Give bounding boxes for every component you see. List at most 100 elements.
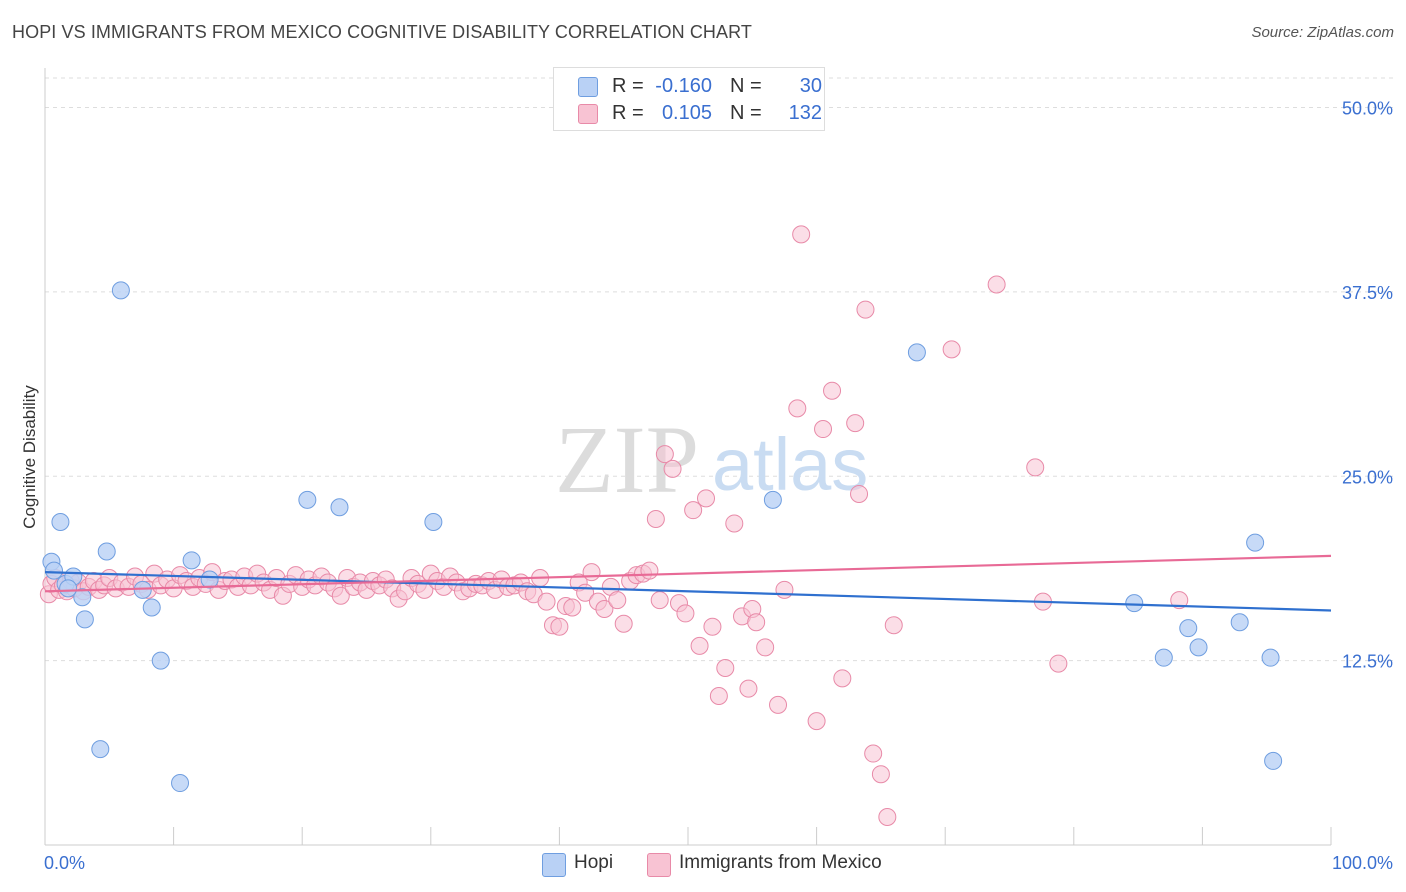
- hopi-point: [424, 512, 443, 531]
- hopi-point: [97, 542, 116, 561]
- mexico-point: [814, 420, 833, 439]
- hopi-r-label: R =: [612, 75, 644, 97]
- hopi-point: [763, 490, 782, 509]
- hopi-point: [330, 498, 349, 517]
- mexico-point: [884, 616, 903, 635]
- mexico-point: [747, 613, 766, 632]
- hopi-point: [1261, 648, 1280, 667]
- hopi-point: [1246, 533, 1265, 552]
- y-tick-label: 37.5%: [1342, 283, 1393, 303]
- hopi-trend-line: [44, 571, 1332, 612]
- hopi-point: [1264, 751, 1283, 770]
- mexico-point: [709, 687, 728, 706]
- mexico-point: [595, 600, 614, 618]
- hopi-point: [73, 588, 92, 607]
- mexico-n-value: 132: [788, 102, 822, 124]
- hopi-point: [1154, 648, 1173, 667]
- mexico-point: [1026, 458, 1045, 477]
- hopi-legend-label: Hopi: [574, 852, 614, 873]
- mexico-legend-label: Immigrants from Mexico: [679, 852, 882, 873]
- watermark-zip: ZIP: [555, 406, 699, 513]
- mexico-point: [716, 659, 735, 677]
- hopi-point: [182, 551, 201, 570]
- mexico-point: [697, 489, 716, 508]
- hopi-swatch: [578, 77, 598, 97]
- mexico-point: [608, 591, 627, 610]
- mexico-point: [655, 445, 674, 464]
- mexico-point: [807, 712, 826, 731]
- mexico-point: [823, 381, 842, 400]
- x-tick-label-max: 100.0%: [1332, 853, 1393, 873]
- source-label: Source: ZipAtlas.com: [1251, 24, 1394, 41]
- mexico-point: [864, 744, 883, 763]
- mexico-point: [646, 510, 665, 529]
- mexico-point: [846, 414, 865, 433]
- hopi-n-label: N =: [730, 75, 762, 97]
- mexico-point: [987, 275, 1006, 294]
- mexico-trend-line: [44, 554, 1332, 593]
- mexico-point: [871, 765, 890, 784]
- mexico-point: [614, 614, 633, 633]
- mexico-point: [690, 636, 709, 655]
- mexico-point: [850, 484, 869, 503]
- hopi-point: [200, 570, 219, 589]
- hopi-point: [142, 598, 161, 617]
- hopi-n-value: 30: [799, 75, 822, 97]
- hopi-points: [42, 281, 1283, 793]
- mexico-point: [582, 563, 601, 582]
- axis-labels: 12.5% 25.0% 37.5% 50.0% 0.0% 100.0% Cognitive …: [20, 99, 1393, 874]
- mexico-point: [550, 617, 569, 636]
- mexico-point: [833, 669, 852, 688]
- hopi-point: [1125, 594, 1144, 613]
- mexico-point: [942, 340, 961, 359]
- axes: [44, 68, 1332, 846]
- mexico-point: [739, 679, 758, 698]
- mexico-point: [537, 592, 556, 611]
- hopi-point: [298, 490, 317, 509]
- mexico-point: [703, 617, 722, 636]
- hopi-point: [1189, 638, 1208, 657]
- hopi-point: [171, 774, 190, 793]
- hopi-point: [45, 561, 64, 580]
- hopi-r-value: -0.160: [655, 75, 712, 97]
- mexico-point: [775, 580, 794, 599]
- hopi-point: [75, 610, 94, 629]
- mexico-legend-swatch: [647, 853, 671, 877]
- hopi-point: [151, 651, 170, 670]
- mexico-point: [756, 638, 775, 657]
- mexico-n-label: N =: [730, 102, 762, 124]
- mexico-point: [663, 459, 682, 478]
- mexico-point: [563, 598, 582, 617]
- mexico-point: [788, 399, 807, 418]
- mexico-point: [650, 591, 669, 610]
- mexico-point: [1049, 654, 1068, 673]
- hopi-legend-swatch: [542, 853, 566, 877]
- mexico-swatch: [578, 104, 598, 124]
- mexico-point: [640, 561, 659, 580]
- mexico-r-label: R =: [612, 102, 644, 124]
- mexico-point: [878, 807, 897, 826]
- correlation-legend: R = -0.160 N = 30 R = 0.105 N = 132: [553, 67, 825, 131]
- hopi-point: [1230, 613, 1249, 632]
- y-tick-label: 12.5%: [1342, 652, 1393, 672]
- chart-title: HOPI VS IMMIGRANTS FROM MEXICO COGNITIVE…: [12, 22, 752, 42]
- hopi-point: [907, 343, 926, 362]
- mexico-point: [676, 604, 695, 623]
- hopi-point: [51, 512, 70, 531]
- hopi-point: [1179, 619, 1198, 638]
- mexico-point: [725, 514, 744, 533]
- y-axis-title: Cognitive Disability: [20, 385, 39, 529]
- trend-lines: [44, 554, 1332, 612]
- hopi-point: [59, 579, 78, 598]
- mexico-points: [39, 225, 1189, 826]
- mexico-point: [1170, 591, 1189, 610]
- mexico-r-value: 0.105: [661, 102, 712, 124]
- mexico-point: [331, 586, 350, 605]
- mexico-point: [856, 300, 875, 319]
- y-tick-label: 50.0%: [1342, 99, 1393, 119]
- mexico-point: [792, 225, 811, 244]
- watermark: ZIP atlas: [555, 406, 868, 513]
- x-tick-label-min: 0.0%: [44, 853, 85, 873]
- hopi-point: [111, 281, 130, 300]
